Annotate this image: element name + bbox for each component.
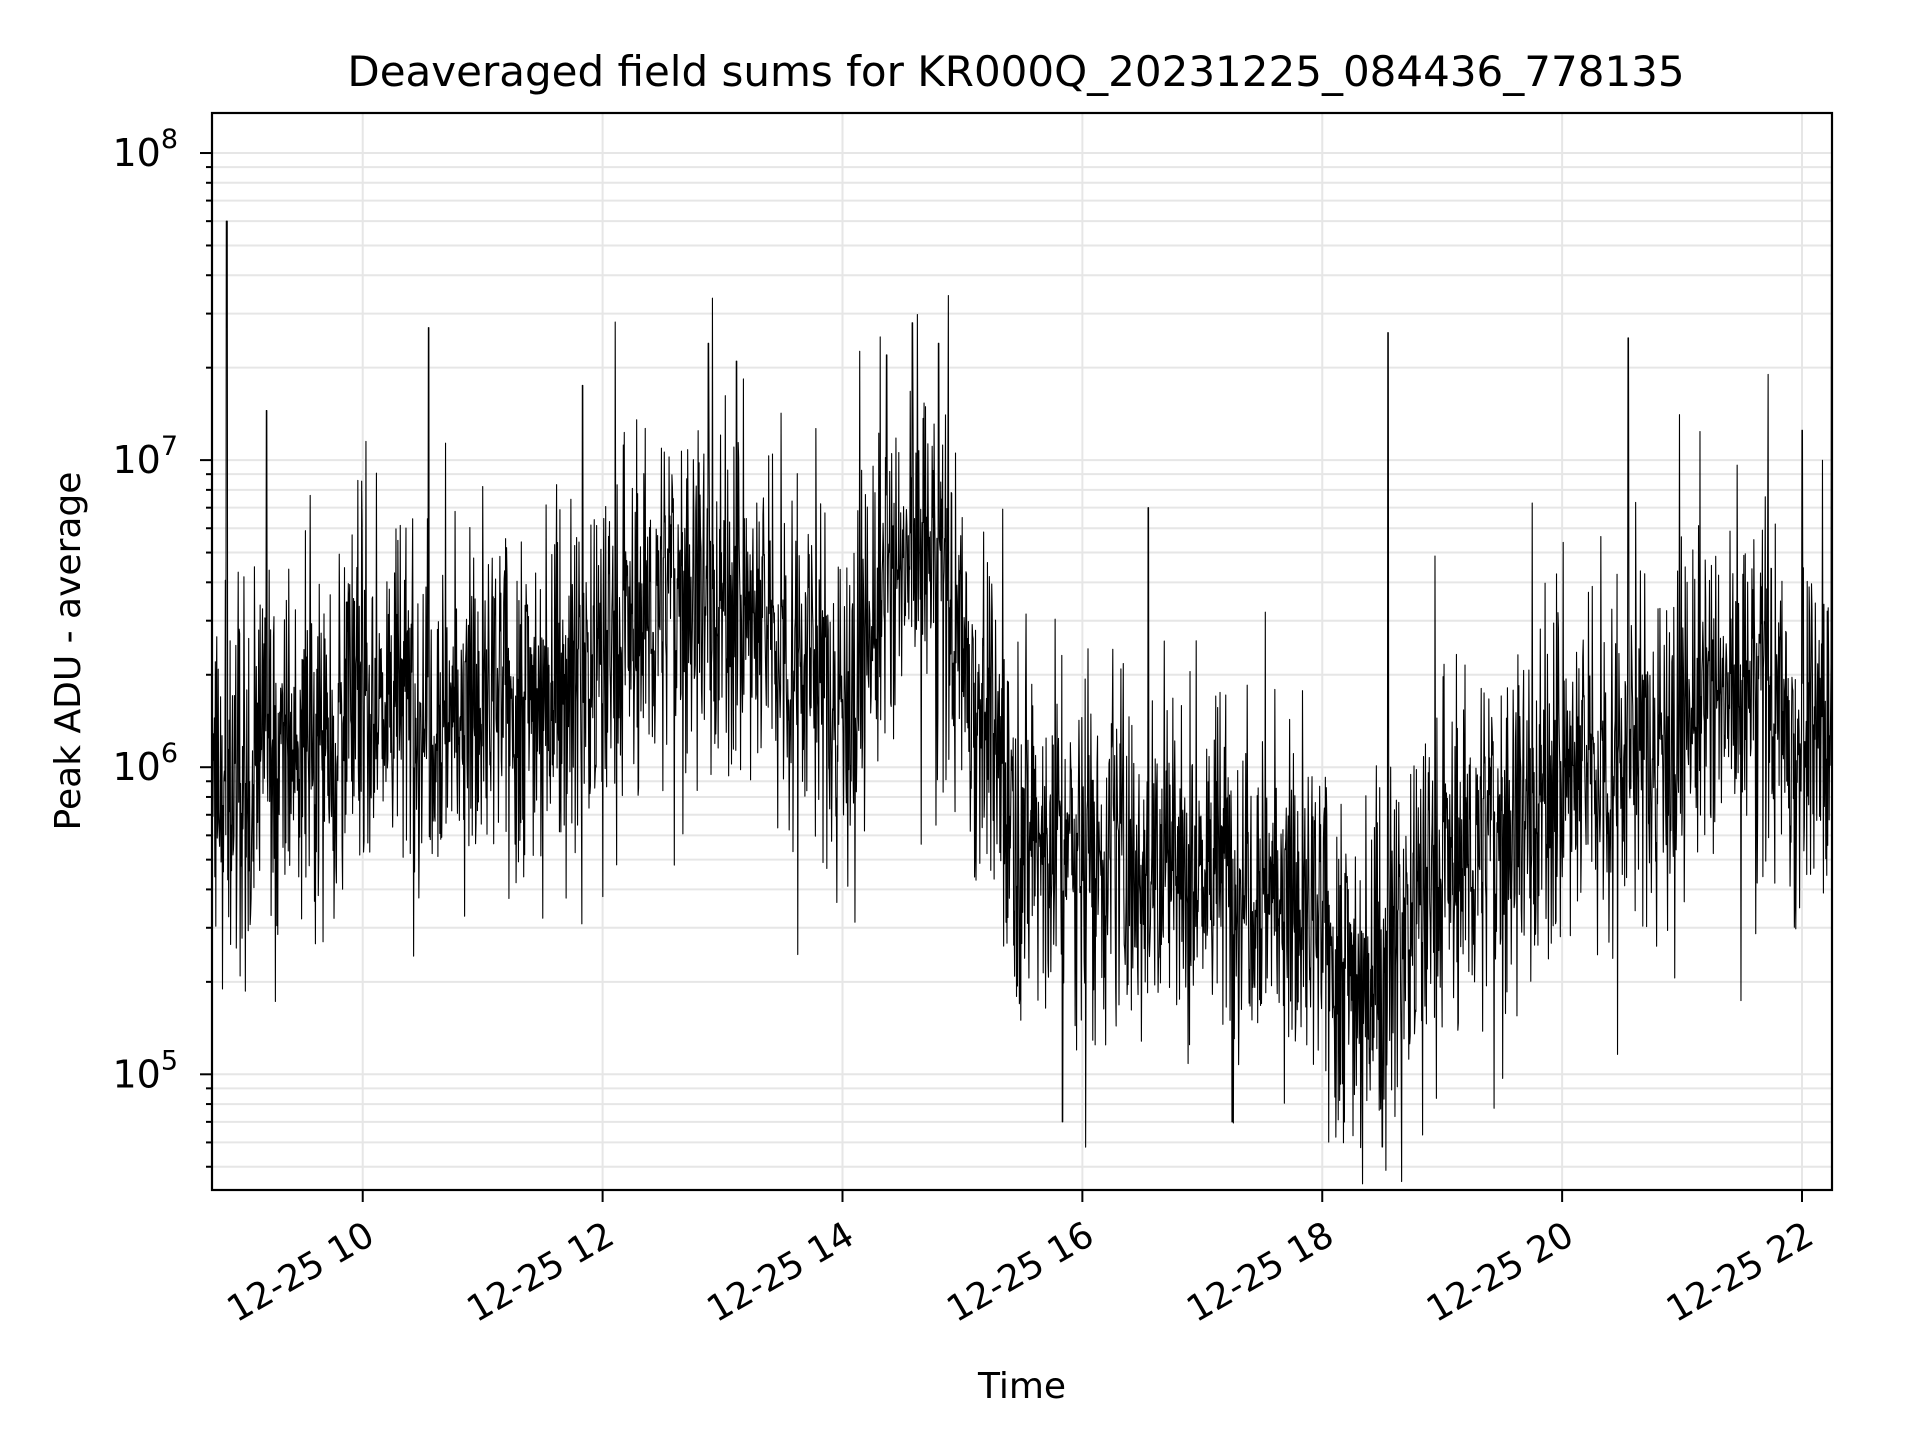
y-tick-label-base: 10 <box>112 131 160 175</box>
plot-frame <box>210 111 1834 1192</box>
y-tick-label-exponent: 8 <box>161 124 178 155</box>
series-line-peak-adu <box>212 159 1832 1185</box>
x-axis-ticks: 12-25 10 12-25 12 12-25 14 12-25 16 12-25 18… <box>221 1190 1821 1331</box>
y-tick-label-base: 10 <box>112 745 160 789</box>
x-tick-label: 12-25 10 <box>221 1214 382 1330</box>
y-tick-label: 108 <box>112 124 178 175</box>
x-tick-label: 12-25 12 <box>460 1214 621 1330</box>
y-tick-label-exponent: 7 <box>161 431 178 462</box>
y-axis-label: Peak ADU - average <box>48 472 89 831</box>
y-tick-label: 106 <box>112 738 178 789</box>
y-tick-label-base: 10 <box>112 1052 160 1096</box>
y-tick-label: 105 <box>112 1045 178 1096</box>
x-axis-label: Time <box>977 1366 1066 1407</box>
series-layer <box>212 159 1832 1185</box>
y-tick-label-exponent: 5 <box>161 1045 178 1076</box>
y-tick-label: 107 <box>112 431 178 482</box>
y-tick-label-base: 10 <box>112 438 160 482</box>
x-tick-label: 12-25 14 <box>700 1214 861 1330</box>
x-tick-label: 12-25 22 <box>1660 1214 1821 1330</box>
y-tick-label-exponent: 6 <box>161 738 178 769</box>
x-tick-label: 12-25 16 <box>940 1214 1101 1330</box>
chart-title: Deaveraged field sums for KR000Q_2023122… <box>347 47 1684 96</box>
x-tick-label: 12-25 20 <box>1420 1214 1581 1330</box>
x-tick-label: 12-25 18 <box>1180 1214 1341 1330</box>
